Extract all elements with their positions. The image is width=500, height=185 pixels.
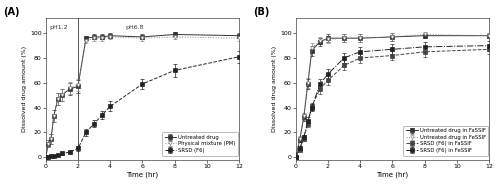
Y-axis label: Dissolved drug amount (%): Dissolved drug amount (%) [272, 46, 277, 132]
X-axis label: Time (hr): Time (hr) [126, 171, 158, 178]
Y-axis label: Dissolved drug amount (%): Dissolved drug amount (%) [22, 46, 27, 132]
X-axis label: Time (hr): Time (hr) [376, 171, 408, 178]
Text: (B): (B) [253, 7, 270, 17]
Legend: Untreated drug in FaSSIF, Untreated drug in FeSSIF, SRSD (F6) in FaSSIF, SRSD (F: Untreated drug in FaSSIF, Untreated drug… [404, 126, 488, 156]
Legend: Untreated drug, Physical mixture (PM), SRSD (F6): Untreated drug, Physical mixture (PM), S… [162, 132, 238, 156]
Text: (A): (A) [3, 7, 20, 17]
Text: pH6.8: pH6.8 [125, 25, 144, 30]
Text: pH1.2: pH1.2 [50, 25, 68, 30]
